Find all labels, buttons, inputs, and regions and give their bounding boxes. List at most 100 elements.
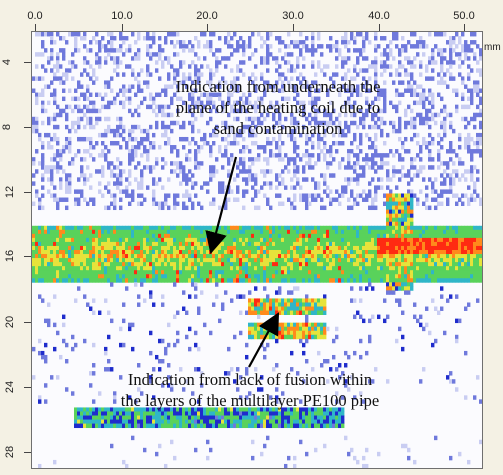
heatmap-cell — [215, 108, 219, 114]
heatmap-cell — [335, 116, 339, 122]
heatmap-cell — [122, 52, 126, 57]
heatmap-cell — [218, 266, 222, 271]
heatmap-cell — [68, 104, 72, 110]
heatmap-cell — [410, 116, 414, 122]
heatmap-cell — [59, 76, 63, 81]
heatmap-cell — [290, 116, 294, 122]
heatmap-cell — [194, 149, 198, 154]
heatmap-cell — [278, 116, 282, 122]
heatmap-cell — [47, 120, 51, 126]
heatmap-cell — [59, 225, 63, 231]
heatmap-cell — [131, 56, 135, 61]
heatmap-cell — [209, 145, 213, 150]
heatmap-cell — [395, 36, 399, 41]
heatmap-cell — [107, 254, 111, 259]
heatmap-cell — [209, 116, 213, 122]
heatmap-cell — [254, 258, 258, 263]
heatmap-cell — [242, 72, 246, 77]
heatmap-cell — [296, 302, 300, 307]
heatmap-cell — [233, 262, 237, 267]
ultrasonic-scan-plot[interactable] — [31, 31, 483, 469]
heatmap-cell — [50, 274, 54, 279]
heatmap-cell — [290, 177, 294, 182]
heatmap-cell — [440, 306, 444, 311]
heatmap-cell — [392, 124, 396, 130]
heatmap-cell — [419, 274, 423, 279]
heatmap-cell — [122, 104, 126, 110]
heatmap-cell — [242, 266, 246, 271]
heatmap-cell — [221, 104, 225, 110]
heatmap-cell — [278, 237, 282, 243]
heatmap-cell — [74, 233, 78, 239]
heatmap-cell — [416, 250, 420, 255]
heatmap-cell — [479, 266, 482, 271]
heatmap-cell — [293, 161, 297, 166]
heatmap-cell — [44, 254, 48, 259]
heatmap-cell — [86, 108, 90, 114]
heatmap-cell — [233, 241, 237, 247]
heatmap-cell — [122, 250, 126, 255]
heatmap-cell — [410, 233, 414, 239]
heatmap-cell — [332, 120, 336, 126]
heatmap-cell — [323, 310, 327, 315]
heatmap-cell — [350, 266, 354, 271]
heatmap-cell — [143, 136, 147, 142]
heatmap-cell — [392, 197, 396, 202]
heatmap-cell — [425, 197, 429, 202]
heatmap-cell — [437, 157, 441, 162]
heatmap-cell — [284, 165, 288, 170]
heatmap-cell — [230, 266, 234, 271]
heatmap-cell — [170, 258, 174, 263]
heatmap-cell — [185, 245, 189, 251]
heatmap-cell — [464, 193, 468, 198]
heatmap-cell — [233, 141, 237, 146]
heatmap-cell — [263, 229, 267, 235]
heatmap-cell — [302, 64, 306, 69]
heatmap-cell — [179, 64, 183, 69]
heatmap-cell — [272, 104, 276, 110]
heatmap-cell — [80, 258, 84, 263]
heatmap-cell — [254, 306, 258, 311]
heatmap-cell — [242, 60, 246, 65]
heatmap-cell — [401, 334, 405, 340]
heatmap-cell — [446, 40, 450, 45]
heatmap-cell — [410, 124, 414, 130]
heatmap-cell — [458, 197, 462, 202]
heatmap-cell — [425, 96, 429, 102]
heatmap-cell — [83, 274, 87, 279]
heatmap-cell — [41, 157, 45, 162]
heatmap-cell — [113, 233, 117, 239]
heatmap-cell — [56, 64, 60, 69]
heatmap-cell — [101, 241, 105, 247]
heatmap-cell — [395, 225, 399, 231]
heatmap-cell — [284, 298, 288, 303]
heatmap-cell — [449, 262, 453, 267]
heatmap-cell — [41, 241, 45, 247]
heatmap-cell — [275, 56, 279, 61]
heatmap-cell — [344, 32, 348, 37]
heatmap-cell — [137, 48, 141, 53]
heatmap-cell — [404, 278, 408, 283]
heatmap-cell — [308, 225, 312, 231]
heatmap-cell — [89, 237, 93, 243]
heatmap-cell — [119, 177, 123, 182]
heatmap-cell — [326, 225, 330, 231]
heatmap-cell — [212, 128, 216, 134]
heatmap-cell — [281, 229, 285, 235]
heatmap-cell — [182, 201, 186, 206]
heatmap-cell — [146, 258, 150, 263]
heatmap-cell — [233, 116, 237, 122]
heatmap-cell — [113, 141, 117, 146]
heatmap-cell — [296, 330, 300, 336]
heatmap-cell — [95, 254, 99, 259]
heatmap-cell — [353, 36, 357, 41]
heatmap-cell — [350, 250, 354, 255]
heatmap-cell — [479, 262, 482, 267]
heatmap-cell — [233, 278, 237, 283]
heatmap-cell — [53, 185, 57, 190]
heatmap-cell — [104, 245, 108, 251]
heatmap-cell — [434, 338, 438, 344]
heatmap-cell — [362, 197, 366, 202]
heatmap-cell — [398, 254, 402, 259]
heatmap-cell — [323, 359, 327, 364]
